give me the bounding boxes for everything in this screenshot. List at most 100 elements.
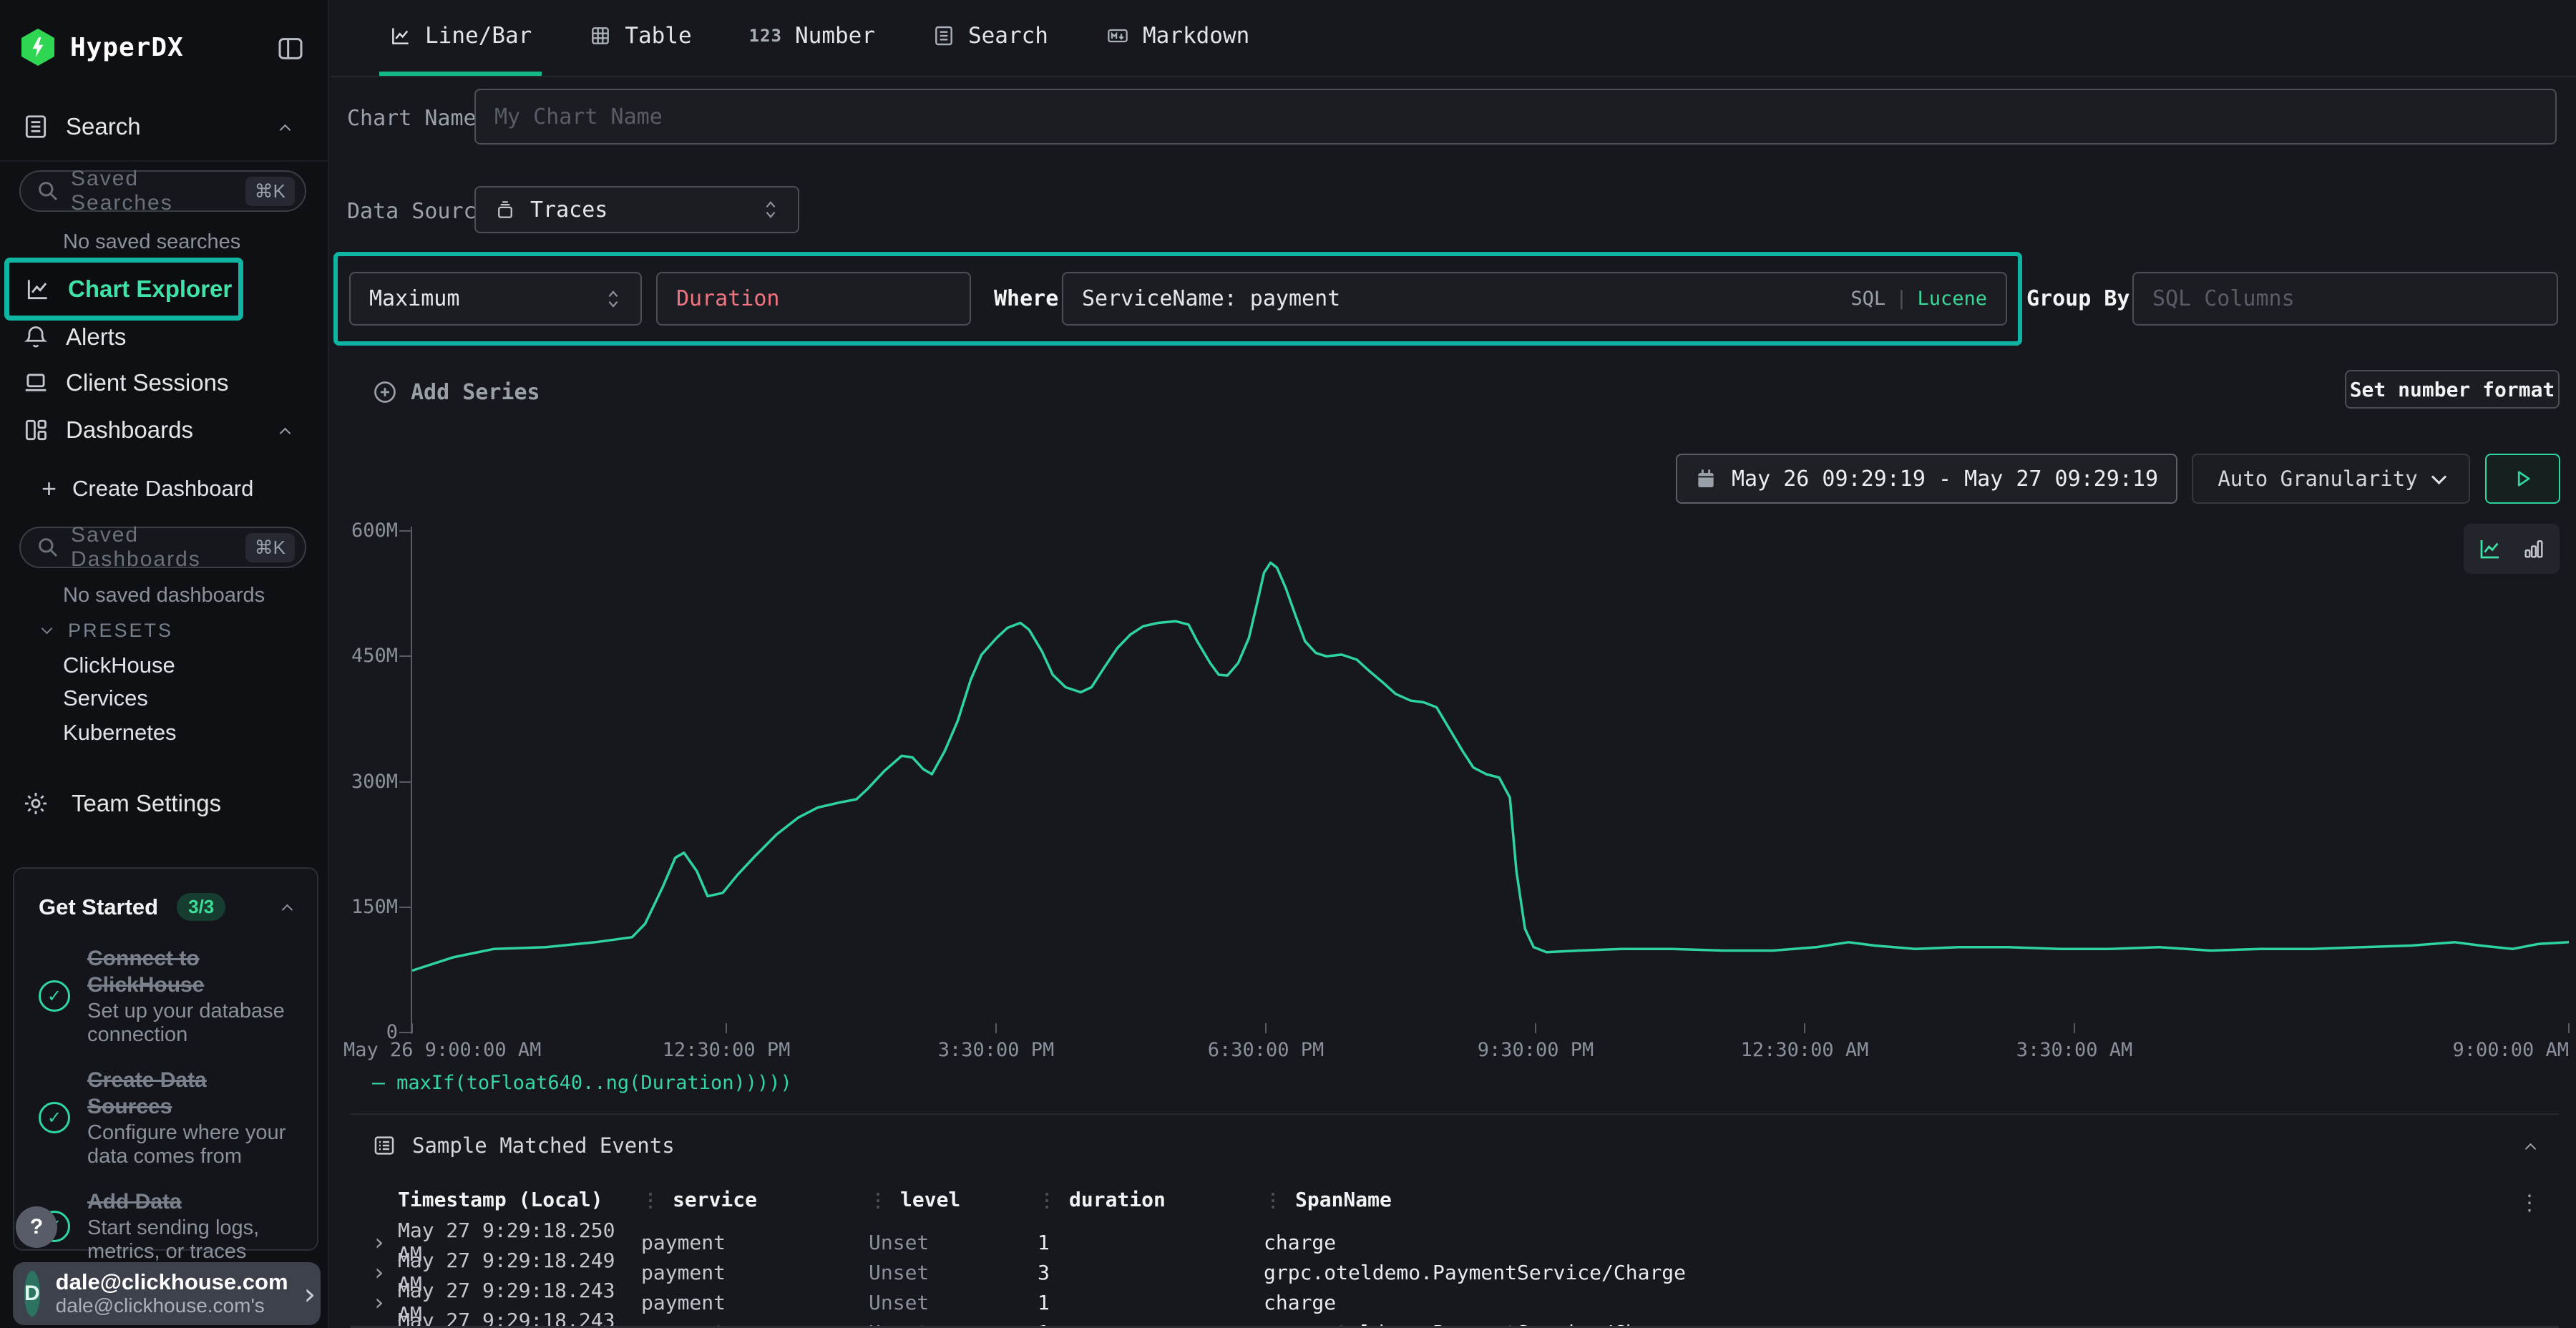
cell-level: Unset	[869, 1290, 930, 1314]
group-by-input[interactable]: SQL Columns	[2132, 272, 2558, 326]
cell-duration: 3	[1038, 1260, 1050, 1284]
sidebar-item-alerts-label: Alerts	[66, 323, 127, 350]
query-language-toggle: SQL | Lucene	[1850, 288, 1987, 310]
user-account-bar[interactable]: D dale@clickhouse.com dale@clickhouse.co…	[13, 1262, 321, 1325]
data-source-select[interactable]: Traces	[474, 186, 799, 233]
sidebar: HyperDX Search Saved Searches ⌘K No save…	[0, 0, 329, 1328]
tab-line-bar[interactable]: Line/Bar	[379, 0, 542, 76]
field-input[interactable]: Duration	[656, 272, 971, 326]
hyperdx-logo-icon	[21, 29, 54, 66]
chart-name-placeholder: My Chart Name	[494, 104, 663, 130]
tab-markdown[interactable]: Markdown	[1096, 0, 1259, 76]
get-started-item-connect[interactable]: ✓ Connect to ClickHouse Set up your data…	[39, 945, 296, 1047]
tab-label: Line/Bar	[425, 23, 532, 49]
tab-search[interactable]: Search	[922, 0, 1058, 76]
lucene-language-option[interactable]: Lucene	[1917, 288, 1987, 310]
column-header-service[interactable]: ⋮ service	[641, 1188, 758, 1211]
column-header-timestamp[interactable]: Timestamp (Local)	[398, 1188, 603, 1211]
chevron-up-icon	[279, 427, 291, 439]
tab-number[interactable]: 123 Number	[739, 0, 885, 76]
column-resize-handle[interactable]: ⋮	[869, 1190, 887, 1211]
sidebar-item-client-sessions[interactable]: Client Sessions	[21, 369, 228, 396]
column-header-level[interactable]: ⋮ level	[869, 1188, 961, 1211]
get-started-item-desc: Set up your database connection	[87, 1000, 285, 1046]
get-started-progress-badge: 3/3	[177, 893, 226, 921]
date-range-picker[interactable]: May 26 09:29:19 - May 27 09:29:19	[1676, 454, 2177, 504]
bar-chart-toggle-icon[interactable]	[2522, 537, 2546, 561]
preset-kubernetes[interactable]: Kubernetes	[63, 720, 177, 745]
chart-name-input[interactable]: My Chart Name	[474, 89, 2557, 145]
x-axis-tick-label: 12:30:00 AM	[1740, 1039, 1869, 1061]
events-table-header: Timestamp (Local) ⋮ service ⋮ level ⋮ durat…	[351, 1158, 2559, 1211]
x-axis-tick-mark	[726, 1023, 727, 1033]
where-input[interactable]: ServiceName: payment SQL | Lucene	[1062, 272, 2007, 326]
x-axis-tick-mark	[2074, 1023, 2075, 1033]
sql-language-option[interactable]: SQL	[1850, 288, 1886, 310]
column-resize-handle[interactable]: ⋮	[1264, 1190, 1282, 1211]
kebab-menu-icon[interactable]: ⋮	[2519, 1191, 2540, 1216]
create-dashboard-button[interactable]: + Create Dashboard	[42, 474, 253, 504]
get-started-item-title: Connect to ClickHouse	[87, 947, 205, 997]
get-started-item-add-data[interactable]: ✓ Add Data Start sending logs, metrics, …	[39, 1188, 296, 1264]
legend-series-label: maxIf(toFloat640..ng(Duration)))))	[396, 1072, 792, 1094]
get-started-item-desc: Configure where your data comes from	[87, 1121, 286, 1168]
y-axis-tick-label: 600M	[351, 519, 398, 542]
events-title: Sample Matched Events	[412, 1133, 675, 1158]
cell-spanname: charge	[1264, 1290, 1337, 1314]
cell-service: payment	[641, 1230, 726, 1254]
aggregation-select[interactable]: Maximum	[349, 272, 642, 326]
preset-services[interactable]: Services	[63, 685, 148, 711]
tab-table[interactable]: Table	[579, 0, 701, 76]
user-avatar: D	[24, 1271, 40, 1317]
chart-legend[interactable]: — maxIf(toFloat640..ng(Duration)))))	[372, 1070, 792, 1095]
event-row[interactable]: › May 27 9:29:18.249 AM payment Unset 3 …	[351, 1249, 2559, 1296]
expand-row-chevron-icon[interactable]: ›	[372, 1321, 398, 1328]
tab-label: Search	[967, 23, 1048, 49]
column-header-duration[interactable]: ⋮ duration	[1038, 1188, 1166, 1211]
x-axis-tick-label: 3:30:00 AM	[2016, 1039, 2133, 1061]
expand-row-chevron-icon[interactable]: ›	[372, 1229, 386, 1256]
sidebar-item-alerts[interactable]: Alerts	[21, 323, 126, 351]
timeseries-chart[interactable]	[411, 531, 2570, 1032]
help-button[interactable]: ?	[16, 1206, 57, 1248]
search-doc-icon	[932, 24, 955, 47]
check-circle-icon: ✓	[39, 980, 70, 1012]
y-axis-tick-mark	[399, 907, 411, 908]
event-row[interactable]: › May 27 9:29:18.250 AM payment Unset 1 …	[351, 1219, 2559, 1266]
column-resize-handle[interactable]: ⋮	[641, 1190, 660, 1211]
plus-icon: +	[42, 474, 57, 503]
sidebar-item-team-settings[interactable]: Team Settings	[21, 790, 221, 817]
add-series-button[interactable]: Add Series	[372, 374, 540, 411]
column-resize-handle[interactable]: ⋮	[1038, 1190, 1056, 1211]
chevron-up-icon[interactable]	[281, 904, 293, 916]
events-header[interactable]: Sample Matched Events	[351, 1115, 2559, 1158]
expand-row-chevron-icon[interactable]: ›	[372, 1259, 386, 1286]
saved-searches-input[interactable]: Saved Searches ⌘K	[19, 167, 306, 215]
saved-dashboards-input[interactable]: Saved Dashboards ⌘K	[19, 523, 306, 571]
cell-duration: 1	[1038, 1230, 1050, 1254]
line-chart-toggle-icon[interactable]	[2477, 536, 2503, 562]
event-row[interactable]: › May 27 9:29:18.243 AM payment Unset 1 …	[351, 1309, 2559, 1328]
sidebar-item-dashboards[interactable]: Dashboards	[21, 416, 308, 444]
set-number-format-button[interactable]: Set number format	[2345, 370, 2560, 409]
app-logo[interactable]: HyperDX	[21, 29, 184, 66]
preset-clickhouse[interactable]: ClickHouse	[63, 653, 175, 678]
get-started-item-sources[interactable]: ✓ Create Data Sources Configure where yo…	[39, 1067, 296, 1168]
sidebar-item-chart-explorer[interactable]: Chart Explorer	[4, 258, 243, 321]
run-query-button[interactable]	[2485, 454, 2560, 504]
event-row[interactable]: › May 27 9:29:18.243 AM payment Unset 1 …	[351, 1279, 2559, 1326]
x-axis-tick-label: May 26 9:00:00 AM	[343, 1039, 542, 1061]
cmd-k-shortcut-badge: ⌘K	[245, 176, 295, 206]
collapse-sidebar-icon[interactable]	[276, 34, 305, 63]
sidebar-section-search[interactable]: Search	[21, 112, 308, 142]
y-axis-tick-mark	[399, 781, 411, 783]
expand-row-chevron-icon[interactable]: ›	[372, 1289, 386, 1316]
chart-name-label: Chart Name	[347, 106, 477, 131]
column-header-spanname[interactable]: ⋮ SpanName	[1264, 1188, 1392, 1211]
x-axis-tick-label: 12:30:00 PM	[662, 1039, 791, 1061]
get-started-item-title: Create Data Sources	[87, 1068, 207, 1118]
presets-toggle[interactable]: PRESETS	[41, 620, 173, 642]
cell-spanname: grpc.oteldemo.PaymentService/Charge	[1264, 1260, 1687, 1284]
get-started-item-desc: Start sending logs, metrics, or traces	[87, 1216, 260, 1263]
granularity-select[interactable]: Auto Granularity	[2192, 454, 2470, 504]
